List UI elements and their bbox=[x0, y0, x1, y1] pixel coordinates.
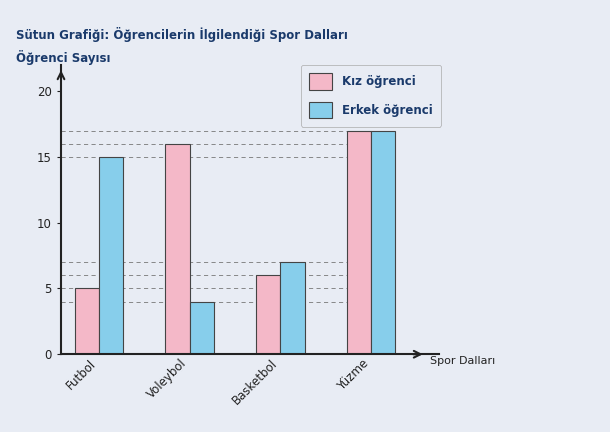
Bar bbox=[74, 289, 99, 354]
Bar bbox=[256, 275, 281, 354]
Text: Öğrenci Sayısı: Öğrenci Sayısı bbox=[16, 50, 110, 65]
Text: Spor Dalları: Spor Dalları bbox=[430, 356, 495, 366]
Bar bbox=[165, 144, 190, 354]
Bar bbox=[99, 157, 123, 354]
Bar bbox=[190, 302, 214, 354]
Bar bbox=[371, 130, 395, 354]
Text: Sütun Grafiği: Öğrencilerin İlgilendiği Spor Dalları: Sütun Grafiği: Öğrencilerin İlgilendiği … bbox=[16, 27, 348, 42]
Bar bbox=[347, 130, 371, 354]
Bar bbox=[281, 262, 304, 354]
Legend: Kız öğrenci, Erkek öğrenci: Kız öğrenci, Erkek öğrenci bbox=[301, 65, 441, 127]
